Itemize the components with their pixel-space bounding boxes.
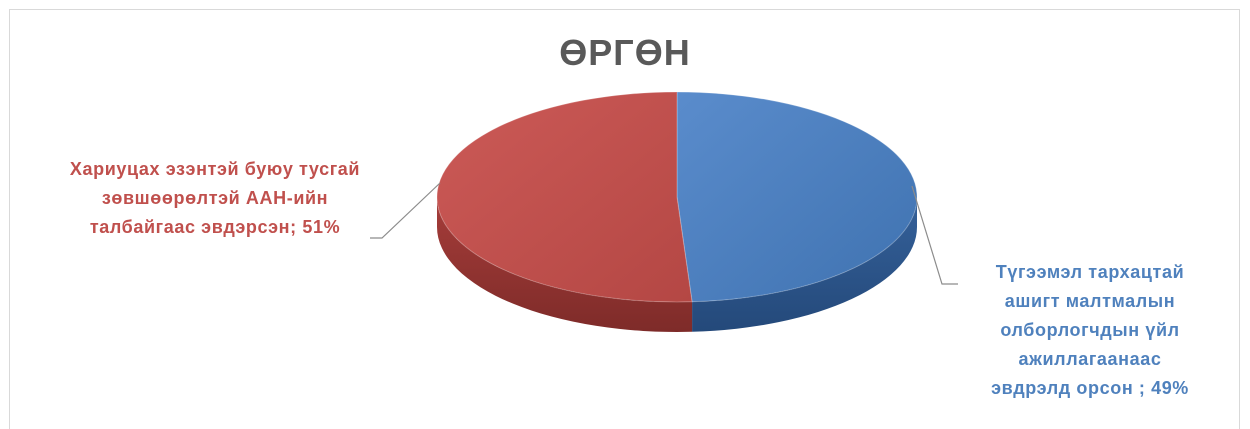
red-label-line-3: талбайгаас эвдэрсэн; 51% — [89, 217, 341, 237]
pie-slice-blue — [676, 91, 918, 303]
blue-label-line-2: ашигт малтмалын — [1004, 291, 1176, 311]
chart-title: ӨРГӨН — [559, 32, 691, 73]
blue-label-line-3: олборлогчдын үйл — [1000, 320, 1180, 340]
leader-line-red — [370, 182, 441, 239]
red-label-line-1: Хариуцах эзэнтэй буюу тусгай — [69, 159, 361, 179]
blue-label-line-1: Түгээмэл тархацтай — [995, 262, 1185, 282]
pie-slice-red-side — [437, 197, 693, 332]
red-label-line-2: зөвшөөрөлтэй ААН-ийн — [101, 188, 329, 208]
blue-label-line-4: ажиллагаанаас — [1018, 349, 1162, 369]
pie-slice-red — [436, 91, 693, 303]
pie-slice-blue-side — [692, 197, 917, 332]
leader-line-blue — [911, 185, 958, 285]
blue-label-line-5: эвдрэлд орсон ; 49% — [991, 378, 1189, 398]
data-label-red-slice: Хариуцах эзэнтэй буюу тусгай зөвшөөрөлтэ… — [20, 155, 410, 242]
data-label-blue-slice: Түгээмэл тархацтай ашигт малтмалын олбор… — [930, 258, 1250, 403]
